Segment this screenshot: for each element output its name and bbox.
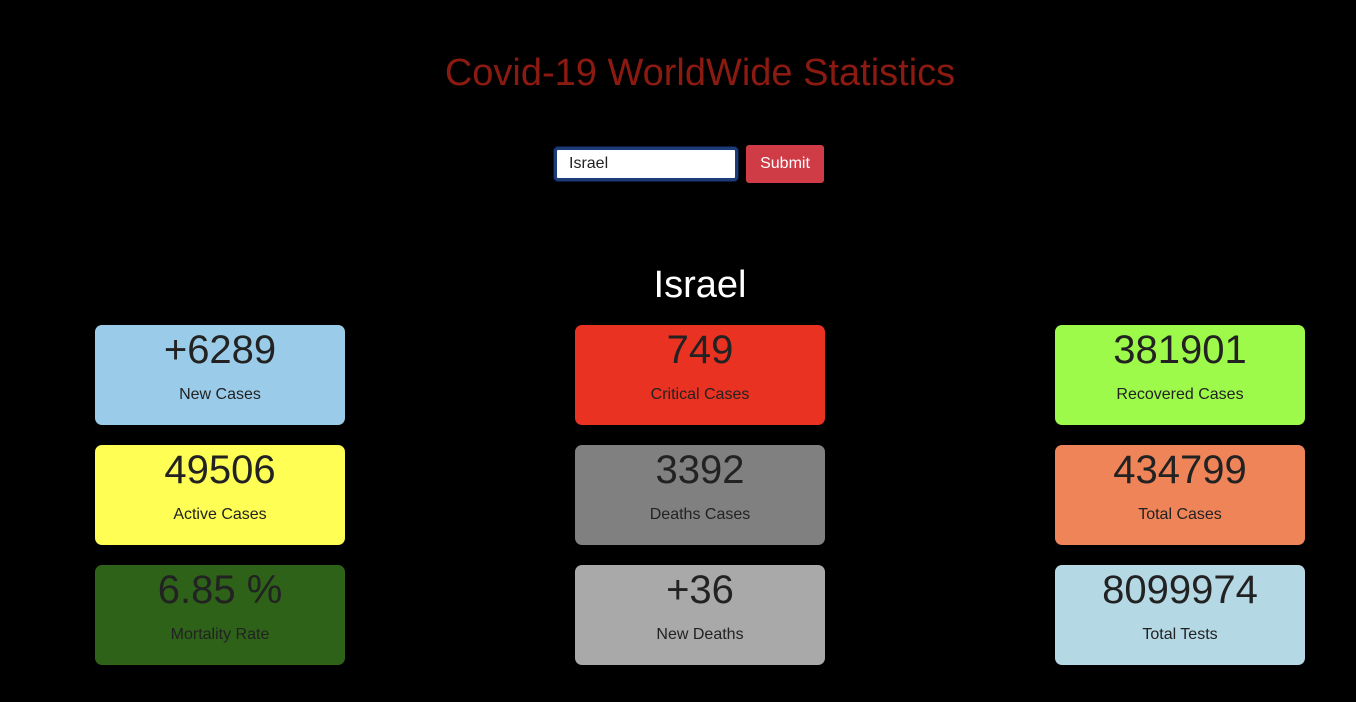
search-form: Submit	[554, 145, 824, 183]
card-label: Total Cases	[1138, 506, 1222, 523]
card-critical-cases: 749 Critical Cases	[575, 325, 825, 425]
country-search-input[interactable]	[554, 147, 738, 181]
page-title: Covid-19 WorldWide Statistics	[444, 52, 956, 94]
card-value: 381901	[1113, 328, 1247, 372]
card-new-cases: +6289 New Cases	[95, 325, 345, 425]
card-label: Deaths Cases	[649, 506, 751, 523]
card-new-deaths: +36 New Deaths	[575, 565, 825, 665]
card-label: Active Cases	[173, 506, 267, 523]
card-value: 6.85 %	[157, 568, 283, 612]
card-value: +36	[666, 568, 734, 612]
card-value: 8099974	[1102, 568, 1258, 612]
card-value: 3392	[655, 448, 745, 492]
card-label: Total Tests	[1142, 626, 1218, 643]
card-total-tests: 8099974 Total Tests	[1055, 565, 1305, 665]
card-value: +6289	[163, 328, 277, 372]
card-deaths-cases: 3392 Deaths Cases	[575, 445, 825, 545]
card-recovered-cases: 381901 Recovered Cases	[1055, 325, 1305, 425]
submit-button[interactable]: Submit	[746, 145, 824, 183]
card-label: New Cases	[179, 386, 261, 403]
card-value: 434799	[1113, 448, 1247, 492]
card-total-cases: 434799 Total Cases	[1055, 445, 1305, 545]
card-label: New Deaths	[656, 626, 744, 643]
card-value: 749	[666, 328, 734, 372]
card-label: Recovered Cases	[1116, 386, 1244, 403]
country-name: Israel	[653, 264, 747, 306]
card-label: Critical Cases	[650, 386, 750, 403]
card-label: Mortality Rate	[170, 626, 270, 643]
card-mortality-rate: 6.85 % Mortality Rate	[95, 565, 345, 665]
card-value: 49506	[164, 448, 276, 492]
card-active-cases: 49506 Active Cases	[95, 445, 345, 545]
